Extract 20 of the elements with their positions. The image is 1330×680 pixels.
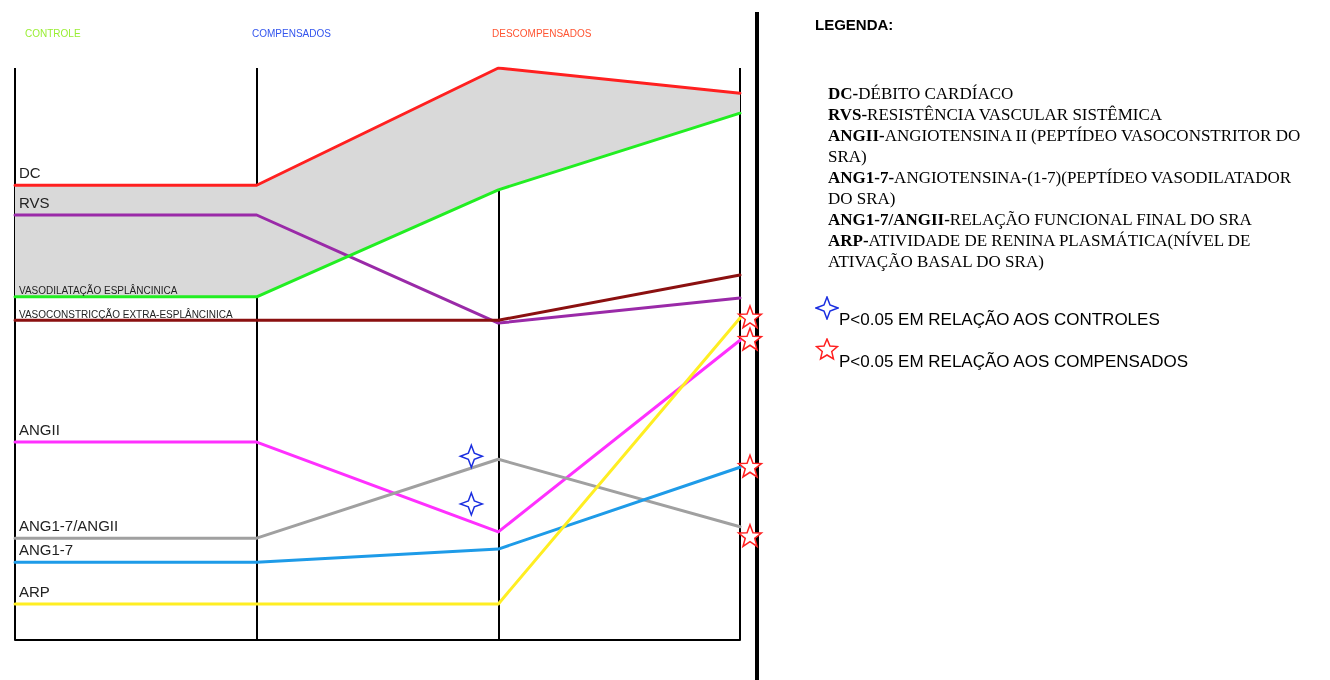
text: DESCOMPENSADOS xyxy=(492,28,592,39)
text: ANGII-ANGIOTENSINA II (PEPTÍDEO VASOCONSTRITOR DO SRA) xyxy=(828,125,1302,167)
series-label: ANGII xyxy=(19,421,60,439)
series-label: ARP xyxy=(19,582,50,600)
series-label: VASOCONSTRICÇÃO EXTRA-ESPLÂNCINICA xyxy=(19,307,234,320)
text: ARP-ATIVIDADE DE RENINA PLASMÁTICA(NÍVEL DE ATIVAÇÃO BASAL DO SRA) xyxy=(828,230,1252,272)
text: ANG1-7-ANGIOTENSINA-(1-7)(PEPTÍDEO VASODILATADOR DO SRA) xyxy=(828,167,1293,209)
text: LEGENDA: xyxy=(815,16,895,33)
text: DC-DÉBITO CARDÍACO xyxy=(828,83,1015,104)
text: ANG1-7/ANGII-RELAÇÃO FUNCIONAL FINAL DO SRA xyxy=(828,209,1253,230)
series-label: ANG1-7/ANGII xyxy=(19,517,119,535)
text: RVS-RESISTÊNCIA VASCULAR SISTÊMICA xyxy=(828,104,1164,125)
series-label: DC xyxy=(19,164,41,182)
text: COMPENSADOS xyxy=(252,28,331,39)
series-label: ANG1-7 xyxy=(19,541,74,559)
series-label: VASODILATAÇÃO ESPLÂNCINICA xyxy=(19,284,178,297)
series-label: RVS xyxy=(19,194,50,211)
text: P<0.05 EM RELAÇÃO AOS CONTROLES xyxy=(839,310,1160,330)
text: P<0.05 EM RELAÇÃO AOS COMPENSADOS xyxy=(839,352,1189,372)
text: CONTROLE xyxy=(25,28,81,39)
